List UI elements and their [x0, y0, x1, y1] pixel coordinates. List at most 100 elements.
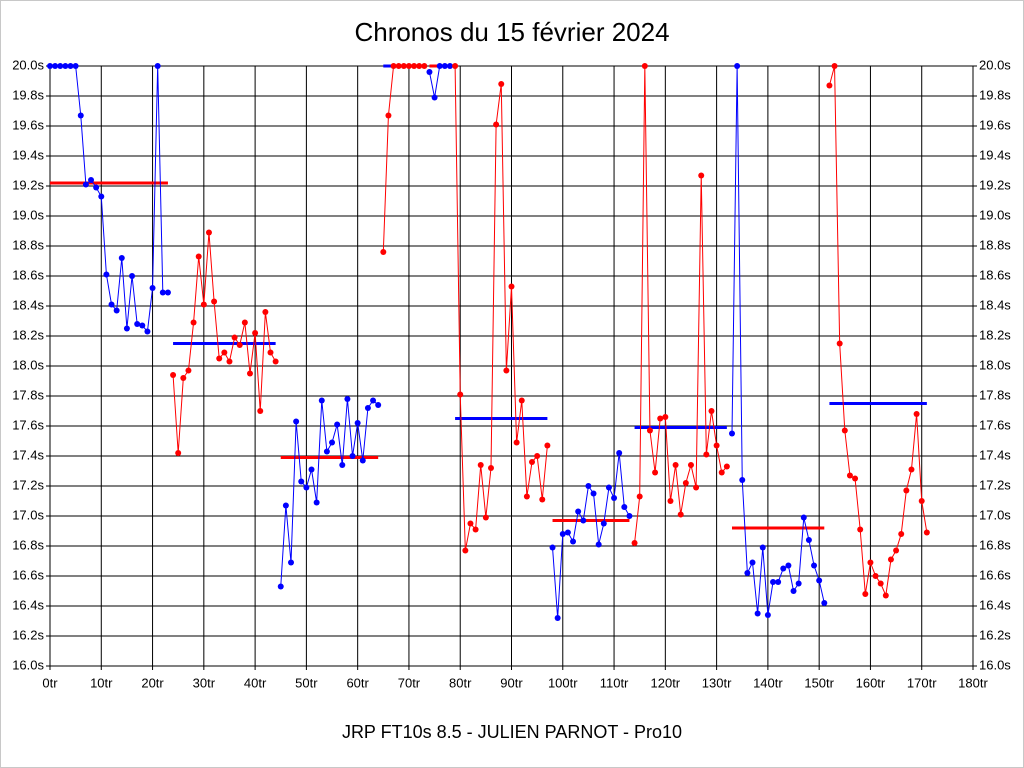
lap-point: [759, 544, 766, 551]
lap-point: [677, 511, 684, 518]
lap-point: [344, 396, 351, 402]
lap-point: [554, 615, 561, 621]
lap-point: [257, 408, 264, 414]
lap-point: [190, 319, 197, 326]
lap-point: [211, 298, 218, 305]
x-tick-label: 160tr: [856, 675, 886, 690]
lap-point: [893, 547, 900, 554]
lap-point: [852, 475, 859, 482]
lap-point: [667, 498, 674, 504]
y-tick-label: 19.8s: [12, 87, 44, 102]
y-tick-label: 19.0s: [12, 207, 44, 222]
lap-point: [508, 283, 515, 290]
lap-point: [831, 63, 838, 69]
y2-tick-label: 19.4s: [979, 147, 1011, 162]
x-tick-label: 40tr: [244, 675, 267, 690]
lap-point: [800, 514, 807, 521]
y2-tick-label: 17.6s: [979, 417, 1011, 432]
lap-point: [518, 397, 525, 404]
x-tick-label: 90tr: [500, 675, 523, 690]
lap-point: [903, 487, 910, 494]
lap-point: [426, 69, 433, 75]
lap-point: [241, 319, 248, 326]
lap-point: [580, 517, 587, 524]
lap-point: [164, 289, 171, 296]
lap-point: [821, 600, 828, 606]
lap-point: [918, 498, 925, 504]
lap-point: [313, 499, 320, 506]
lap-point: [52, 63, 59, 69]
lap-point: [529, 459, 536, 465]
lap-point: [77, 112, 84, 119]
lap-point: [482, 514, 489, 521]
lap-point: [908, 466, 915, 473]
y-tick-label: 16.2s: [12, 627, 44, 642]
lap-point: [354, 420, 361, 426]
lap-point: [159, 289, 166, 296]
lap-point: [744, 570, 751, 576]
x-tick-label: 80tr: [449, 675, 472, 690]
x-tick-label: 140tr: [753, 675, 783, 690]
lap-point: [308, 466, 315, 473]
lap-point: [841, 427, 848, 434]
lap-point: [549, 544, 556, 551]
lap-point: [216, 355, 223, 362]
x-tick-label: 100tr: [548, 675, 578, 690]
lap-point: [616, 450, 623, 456]
lap-point: [790, 588, 797, 594]
lap-point: [62, 63, 69, 69]
lap-point: [687, 462, 694, 468]
lap-point: [375, 402, 382, 408]
y-tick-label: 17.8s: [12, 387, 44, 402]
y-tick-label: 18.2s: [12, 327, 44, 342]
lap-point: [262, 309, 269, 315]
lap-point: [657, 415, 664, 422]
lap-point: [770, 579, 777, 585]
lap-point: [682, 480, 689, 486]
lap-point: [641, 63, 648, 69]
chart-title: Chronos du 15 février 2024: [354, 17, 669, 47]
y2-tick-label: 19.8s: [979, 87, 1011, 102]
x-tick-label: 60tr: [346, 675, 369, 690]
lap-point: [498, 81, 505, 87]
y2-tick-label: 16.8s: [979, 537, 1011, 552]
lap-point: [175, 450, 182, 456]
lap-point: [282, 502, 289, 509]
lap-point: [149, 285, 156, 291]
lap-point: [570, 538, 577, 545]
x-tick-label: 50tr: [295, 675, 318, 690]
lap-point: [728, 430, 735, 437]
y-tick-label: 18.0s: [12, 357, 44, 372]
y-tick-label: 16.0s: [12, 657, 44, 672]
lap-point: [205, 229, 212, 236]
lap-point: [652, 469, 659, 476]
lap-point: [846, 472, 853, 479]
lap-point: [723, 463, 730, 470]
lap-point: [195, 253, 202, 260]
lap-point: [416, 63, 423, 69]
lap-point: [703, 451, 710, 458]
lap-point: [636, 493, 643, 500]
lap-point: [595, 541, 602, 548]
lap-point: [421, 63, 428, 69]
y-tick-label: 16.4s: [12, 597, 44, 612]
lap-point: [267, 349, 274, 356]
lap-point: [277, 583, 284, 590]
lap-point: [118, 255, 125, 261]
y2-tick-label: 16.6s: [979, 567, 1011, 582]
lap-point: [605, 484, 612, 491]
lap-point: [293, 418, 300, 425]
lap-point: [575, 508, 582, 515]
x-tick-label: 10tr: [90, 675, 113, 690]
lap-point: [764, 612, 771, 618]
lap-point: [493, 121, 500, 128]
lap-point: [662, 414, 669, 420]
lap-point: [359, 457, 366, 464]
lap-point: [72, 63, 79, 69]
lap-point: [144, 328, 151, 335]
y2-tick-label: 16.4s: [979, 597, 1011, 612]
lap-point: [718, 469, 725, 476]
lap-point: [329, 439, 336, 446]
lap-point: [411, 63, 418, 69]
